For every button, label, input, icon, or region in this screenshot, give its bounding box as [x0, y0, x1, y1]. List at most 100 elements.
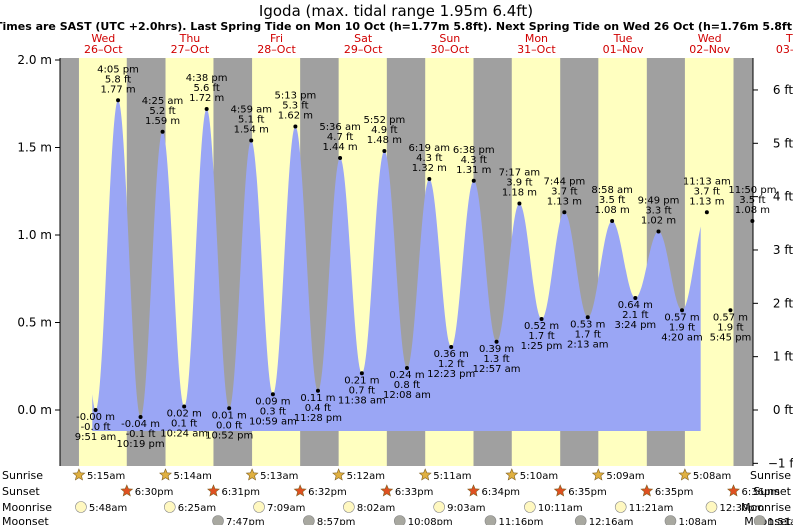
- tide-event-label: 0.39 m: [479, 344, 514, 355]
- day-date: 27–Oct: [171, 43, 210, 56]
- tide-extreme-point: [204, 107, 209, 111]
- tide-event-label: 12:08 am: [383, 390, 431, 401]
- tide-event-label: 9:51 am: [75, 432, 117, 443]
- row-time-sunrise: 5:08am: [693, 471, 731, 482]
- tide-event-label: 4.3 ft: [416, 153, 442, 164]
- tide-extreme-point: [160, 129, 165, 134]
- row-time-sunrise: 5:09am: [606, 471, 644, 482]
- row-time-sunrise: 5:14am: [174, 471, 212, 482]
- tide-event-label: 1.9 ft: [717, 322, 743, 333]
- right-tick-label: 3 ft: [773, 243, 793, 257]
- tide-event-label: 5:52 pm: [363, 115, 405, 126]
- tide-event-label: 7:44 pm: [543, 176, 585, 187]
- sunset-icon: [640, 484, 654, 497]
- tide-event-label: 0.02 m: [167, 409, 202, 420]
- tide-event-label: -0.1 ft: [126, 429, 156, 440]
- sunrise-icon: [332, 468, 346, 481]
- row-time-moonset: 8:57pm: [317, 517, 356, 525]
- tide-event-label: 4:25 am: [142, 96, 184, 107]
- tide-event-label: 4:05 pm: [97, 64, 139, 75]
- day-date: 28–Oct: [257, 43, 296, 56]
- row-time-sunrise: 5:13am: [260, 471, 298, 482]
- sunrise-icon: [678, 468, 692, 481]
- tide-extreme-point: [728, 308, 733, 313]
- row-label-left: Moonset: [2, 515, 49, 525]
- tide-event-label: 1.18 m: [502, 188, 537, 199]
- tide-extreme-point: [633, 296, 638, 300]
- tide-event-label: 3.5 ft: [739, 195, 765, 206]
- sunset-icon: [727, 484, 740, 497]
- day-name: Wed: [698, 32, 722, 45]
- row-time-moonrise: 10:11am: [538, 503, 583, 514]
- tide-event-label: 0.01 m: [212, 410, 247, 421]
- row-time-moonrise: 5:48am: [89, 503, 127, 514]
- sunrise-icon: [245, 468, 259, 481]
- tide-extreme-point: [93, 408, 98, 412]
- tide-event-label: 0.3 ft: [260, 406, 286, 417]
- moonset-icon: [484, 515, 497, 525]
- moonrise-icon: [343, 501, 355, 513]
- row-time-moonrise: 7:09am: [267, 503, 305, 514]
- tide-event-label: 5:45 pm: [710, 332, 752, 343]
- tide-event-label: 6:38 pm: [453, 145, 495, 156]
- tide-event-label: 0.0 ft: [216, 420, 242, 431]
- tide-event-label: 5.2 ft: [149, 106, 175, 117]
- tide-event-label: 1.32 m: [412, 163, 447, 174]
- tide-extreme-point: [449, 345, 454, 349]
- moonrise-icon: [705, 501, 718, 513]
- sunset-icon: [553, 484, 567, 497]
- moonset-icon: [664, 515, 677, 525]
- tide-event-label: 3:24 pm: [614, 320, 656, 331]
- tide-event-label: 0.7 ft: [349, 385, 375, 396]
- row-time-moonset: 12:16am: [589, 517, 634, 525]
- day-date: 30–Oct: [431, 43, 470, 56]
- day-date: 31–Oct: [517, 43, 556, 56]
- tide-event-label: 6:19 am: [409, 143, 451, 154]
- tide-event-label: 1.13 m: [689, 196, 724, 207]
- tide-event-label: 4.3 ft: [461, 155, 487, 166]
- row-time-sunset: 6:35pm: [568, 487, 607, 498]
- moonrise-icon: [614, 501, 627, 513]
- tide-event-label: 10:59 am: [249, 416, 297, 427]
- tide-extreme-point: [182, 404, 187, 409]
- row-time-sunset: 6:35pm: [655, 487, 694, 498]
- tide-event-label: 1:25 pm: [521, 341, 563, 352]
- moonrise-icon: [253, 501, 265, 513]
- tide-event-label: 12:57 am: [473, 364, 521, 375]
- tide-area: [92, 100, 701, 432]
- day-date: 29–Oct: [344, 43, 383, 56]
- sun-moon-rows: Sunrise Sunrise Sunset Sunset Moonrise Moonri…: [2, 468, 793, 525]
- tide-event-label: 0.21 m: [344, 375, 379, 386]
- moonset-icon: [212, 515, 224, 525]
- left-tick-label: 2.0 m: [17, 53, 52, 67]
- moonrise-icon: [75, 501, 87, 513]
- row-time-sunrise: 5:15am: [87, 471, 125, 482]
- tide-extreme-point: [610, 219, 615, 223]
- tide-extreme-point: [704, 210, 709, 215]
- moonrise-icon: [433, 501, 445, 513]
- tide-event-label: 1.72 m: [189, 93, 224, 104]
- moonset-icon: [753, 515, 766, 525]
- row-time-sunset: 6:33pm: [395, 487, 434, 498]
- tide-extreme-point: [227, 406, 232, 411]
- tide-event-label: 4.7 ft: [327, 132, 353, 143]
- tide-extreme-point: [138, 415, 143, 419]
- tide-event-label: 11:50 pm: [728, 185, 776, 196]
- tide-event-label: 11:38 am: [338, 395, 386, 406]
- tide-event-label: 0.57 m: [664, 312, 699, 323]
- sunrise-icon: [159, 468, 172, 481]
- row-time-moonrise: 9:03am: [447, 503, 485, 514]
- right-tick-label: 1 ft: [773, 350, 793, 364]
- tide-extreme-point: [293, 124, 298, 129]
- sunset-icon: [207, 484, 220, 497]
- tide-event-label: 1.08 m: [595, 205, 630, 216]
- tide-extreme-point: [382, 149, 387, 153]
- tide-event-label: 5.3 ft: [282, 101, 308, 112]
- row-time-sunset: 6:34pm: [482, 487, 521, 498]
- moonset-icon: [574, 515, 587, 525]
- day-name: Fri: [270, 32, 283, 45]
- tide-event-label: 5.6 ft: [193, 83, 219, 94]
- tide-event-label: 12:23 pm: [427, 369, 475, 380]
- tide-extreme-point: [656, 229, 661, 234]
